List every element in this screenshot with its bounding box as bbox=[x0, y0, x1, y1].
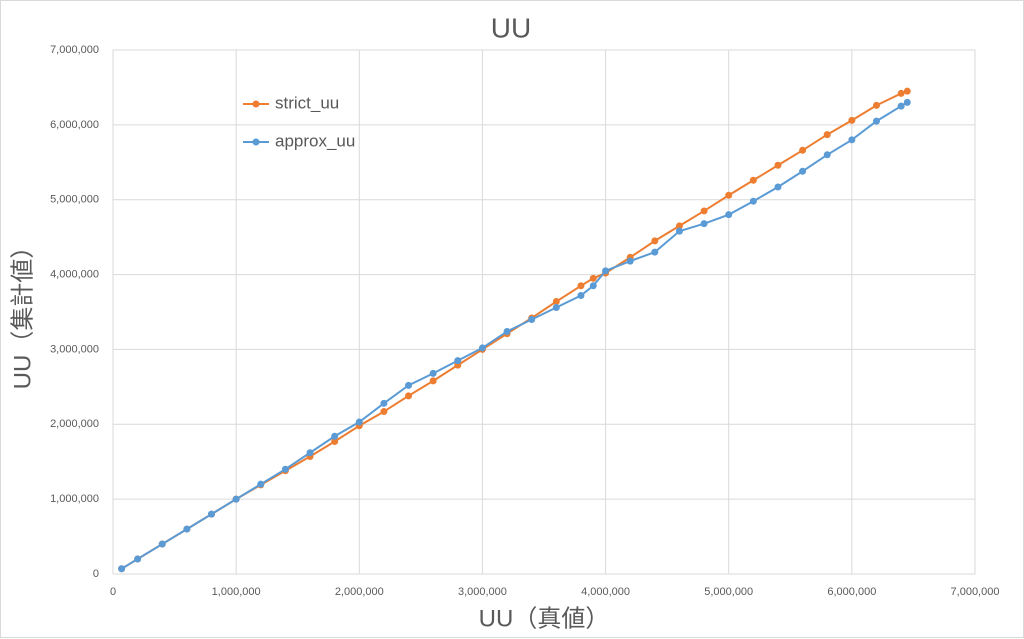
data-point bbox=[208, 510, 216, 518]
data-point bbox=[405, 392, 413, 400]
data-point bbox=[749, 176, 757, 184]
data-point bbox=[872, 117, 880, 125]
y-tick-label: 6,000,000 bbox=[50, 119, 99, 131]
data-point bbox=[897, 102, 905, 110]
data-point bbox=[331, 438, 339, 446]
data-point bbox=[331, 432, 339, 440]
data-point bbox=[454, 357, 462, 365]
x-tick-label: 2,000,000 bbox=[335, 586, 384, 598]
y-tick-label: 5,000,000 bbox=[50, 194, 99, 206]
data-point bbox=[429, 377, 437, 385]
data-point bbox=[675, 227, 683, 235]
x-tick-label: 0 bbox=[110, 586, 116, 598]
y-tick-label: 3,000,000 bbox=[50, 343, 99, 355]
data-point bbox=[232, 495, 240, 503]
data-point bbox=[774, 183, 782, 191]
data-point bbox=[158, 540, 166, 548]
data-point bbox=[823, 151, 831, 159]
legend-label: approx_uu bbox=[275, 131, 355, 150]
data-point bbox=[380, 399, 388, 407]
plot-area bbox=[118, 87, 911, 573]
data-point bbox=[626, 257, 634, 265]
x-tick-label: 5,000,000 bbox=[704, 586, 753, 598]
data-point bbox=[589, 282, 597, 290]
y-tick-label: 2,000,000 bbox=[50, 418, 99, 430]
grid bbox=[112, 49, 976, 575]
data-point bbox=[903, 87, 911, 95]
data-point bbox=[799, 167, 807, 175]
y-axis-label: UU（集計値） bbox=[9, 235, 36, 390]
y-tick-label: 4,000,000 bbox=[50, 268, 99, 280]
data-point bbox=[281, 465, 289, 473]
data-point bbox=[700, 220, 708, 228]
data-point bbox=[903, 98, 911, 106]
data-point bbox=[405, 381, 413, 389]
data-point bbox=[552, 304, 560, 312]
legend-marker bbox=[252, 100, 260, 108]
data-point bbox=[651, 237, 659, 245]
data-point bbox=[478, 344, 486, 352]
data-point bbox=[848, 116, 856, 124]
data-point bbox=[183, 525, 191, 533]
data-point bbox=[134, 555, 142, 563]
data-point bbox=[503, 327, 511, 335]
data-point bbox=[577, 292, 585, 300]
data-point bbox=[799, 146, 807, 154]
x-tick-label: 7,000,000 bbox=[951, 586, 1000, 598]
x-tick-label: 4,000,000 bbox=[581, 586, 630, 598]
x-tick-label: 6,000,000 bbox=[827, 586, 876, 598]
data-point bbox=[823, 131, 831, 139]
data-point bbox=[429, 369, 437, 377]
data-point bbox=[700, 207, 708, 215]
data-point bbox=[651, 248, 659, 256]
x-tick-label: 3,000,000 bbox=[458, 586, 507, 598]
data-point bbox=[355, 418, 363, 426]
data-point bbox=[380, 408, 388, 416]
data-point bbox=[552, 298, 560, 306]
data-point bbox=[118, 565, 126, 573]
data-point bbox=[897, 89, 905, 97]
legend-label: strict_uu bbox=[275, 93, 339, 112]
data-point bbox=[602, 267, 610, 275]
data-point bbox=[675, 222, 683, 230]
data-point bbox=[577, 282, 585, 290]
data-point bbox=[848, 136, 856, 144]
data-point bbox=[257, 480, 265, 488]
y-tick-label: 7,000,000 bbox=[50, 44, 99, 56]
data-point bbox=[725, 191, 733, 199]
data-point bbox=[774, 161, 782, 169]
x-tick-label: 1,000,000 bbox=[212, 586, 261, 598]
data-point bbox=[589, 274, 597, 282]
data-point bbox=[306, 449, 314, 457]
data-point bbox=[749, 197, 757, 205]
chart-title: UU bbox=[491, 12, 531, 43]
data-point bbox=[872, 101, 880, 109]
y-tick-label: 0 bbox=[93, 568, 99, 580]
y-tick-label: 1,000,000 bbox=[50, 493, 99, 505]
legend-marker bbox=[252, 138, 260, 146]
data-point bbox=[528, 315, 536, 323]
x-axis-label: UU（真値） bbox=[479, 605, 610, 632]
data-point bbox=[725, 211, 733, 219]
